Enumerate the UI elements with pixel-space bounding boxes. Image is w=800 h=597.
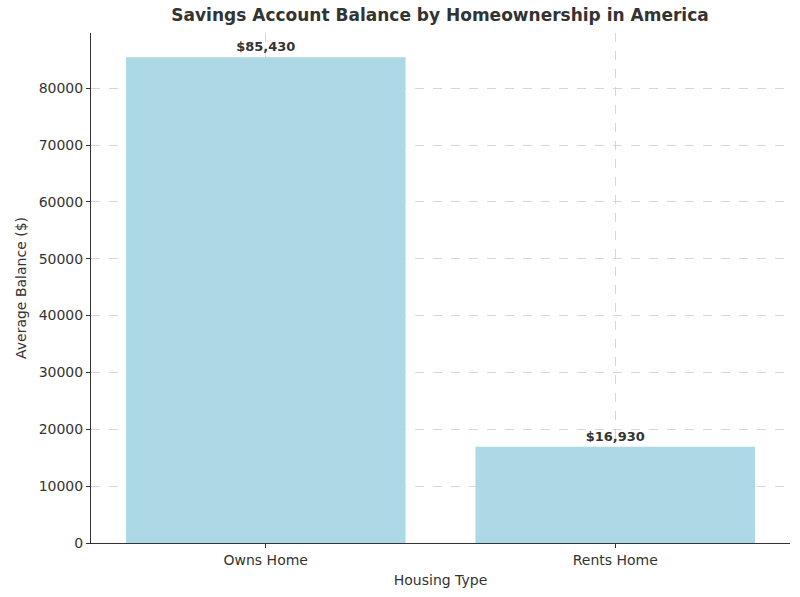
svg-text:40000: 40000 bbox=[39, 307, 84, 323]
svg-text:30000: 30000 bbox=[39, 364, 84, 380]
svg-text:60000: 60000 bbox=[39, 194, 84, 210]
svg-text:Housing Type: Housing Type bbox=[394, 572, 488, 588]
svg-text:$85,430: $85,430 bbox=[236, 39, 295, 54]
svg-text:20000: 20000 bbox=[39, 421, 84, 437]
svg-text:50000: 50000 bbox=[39, 251, 84, 267]
svg-text:0: 0 bbox=[74, 535, 83, 551]
svg-text:70000: 70000 bbox=[39, 137, 84, 153]
svg-text:Rents Home: Rents Home bbox=[573, 552, 658, 568]
svg-text:Average Balance ($): Average Balance ($) bbox=[13, 217, 29, 359]
svg-text:Savings Account Balance by Hom: Savings Account Balance by Homeownership… bbox=[171, 5, 708, 25]
svg-text:10000: 10000 bbox=[39, 478, 84, 494]
svg-text:Owns Home: Owns Home bbox=[224, 552, 308, 568]
svg-text:80000: 80000 bbox=[39, 80, 84, 96]
svg-text:$16,930: $16,930 bbox=[586, 429, 645, 444]
